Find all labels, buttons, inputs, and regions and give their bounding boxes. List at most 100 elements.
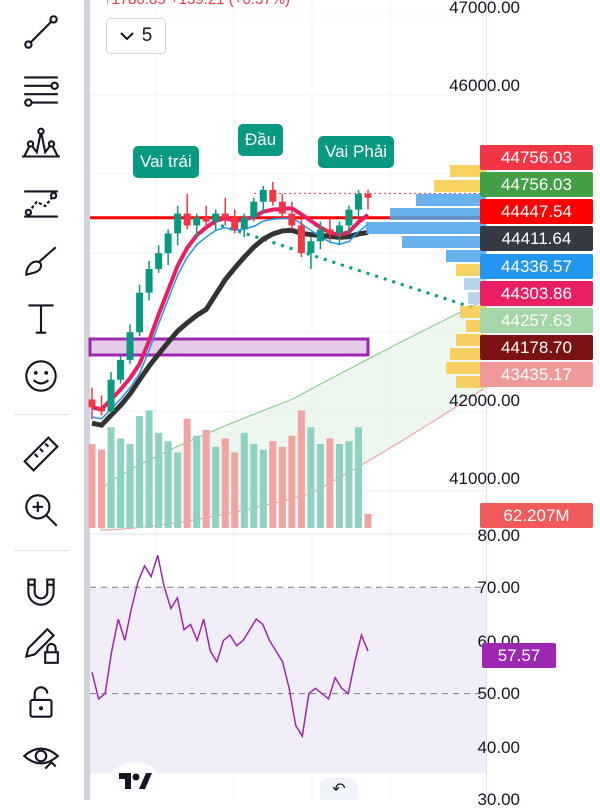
candle-body [269, 189, 277, 202]
candle-body [126, 332, 134, 360]
cloud-span-a [99, 300, 484, 491]
volume-profile-bar [460, 306, 486, 318]
fib-lines-icon [24, 76, 59, 107]
fib-retracement-tool[interactable] [18, 68, 64, 112]
magnet-icon [27, 578, 55, 606]
volume-profile-bar [446, 250, 486, 262]
reset-view-button[interactable]: ↶ [320, 778, 358, 800]
volume-profile-bar [450, 348, 486, 360]
chevron-down-icon [119, 25, 134, 47]
candle-body [326, 229, 334, 234]
price-label-high: 44756.03 [480, 145, 593, 170]
lock-drawing-tool[interactable] [18, 624, 64, 668]
candle-body [136, 292, 144, 333]
brush-tool[interactable] [18, 240, 64, 284]
price-axis-border [486, 0, 487, 800]
volume-profile-bar [390, 208, 486, 220]
ma-fast-line [91, 206, 370, 412]
volume-bar [145, 410, 153, 528]
volume-bar [335, 444, 343, 528]
price-label-cloud-green: 44257.63 [480, 308, 593, 333]
volume-bar [231, 452, 239, 528]
volume-bar [88, 444, 96, 528]
volume-bar [250, 444, 258, 528]
chart-canvas[interactable] [84, 0, 600, 800]
candle-body [316, 229, 324, 242]
candle-body [364, 193, 372, 198]
price-label-cloud-red: 43435.17 [480, 362, 593, 387]
price-tick-47000: 47000.00 [449, 0, 520, 17]
price-tick-46000: 46000.00 [449, 76, 520, 95]
volume-profile-bar [456, 334, 486, 346]
visibility-tool[interactable] [18, 734, 64, 778]
candle-body [212, 213, 220, 222]
rsi-tick-40: 40.00 [477, 738, 520, 757]
candle-body [98, 407, 106, 412]
rsi-band-background [90, 587, 486, 774]
left-shoulder-label[interactable]: Vai trái [133, 146, 199, 178]
candle-body [288, 213, 296, 226]
neckline-dotted [203, 218, 475, 310]
pane-left-edge [84, 0, 90, 800]
volume-profile-bar [450, 165, 486, 177]
candle-body [259, 189, 267, 202]
candle-body [183, 213, 191, 226]
volume-bar [193, 435, 201, 528]
unlock-icon [29, 686, 53, 718]
volume-bar [240, 432, 248, 528]
candle-body [250, 201, 258, 218]
candle-body [202, 217, 210, 222]
zoom-in-icon [25, 494, 58, 527]
icon-tool[interactable] [18, 354, 64, 398]
candle-body [155, 253, 163, 269]
price-label-ma-black: 44411.64 [480, 226, 593, 251]
volume-bar [326, 438, 334, 528]
volume-profile-bar [434, 180, 486, 192]
volume-bar [364, 514, 372, 528]
candle-body [164, 233, 172, 254]
lock-all-tool[interactable] [18, 680, 64, 724]
candle-body [221, 213, 229, 218]
candle-body [335, 225, 343, 234]
price-label-resistance: 44447.54 [480, 199, 593, 224]
trend-line-tool[interactable] [18, 10, 64, 54]
volume-bar [316, 444, 324, 528]
tradingview-logo[interactable] [110, 762, 160, 800]
zoom-tool[interactable] [18, 488, 64, 532]
prediction-tool[interactable] [18, 182, 64, 226]
trend-line-icon [24, 15, 58, 49]
candle-body [88, 399, 96, 408]
measure-tool[interactable] [18, 432, 64, 476]
volume-profile-bar [446, 362, 486, 374]
candle-body [174, 213, 182, 234]
pattern-tool[interactable] [18, 124, 64, 168]
brush-icon [25, 246, 57, 276]
candle-body [145, 268, 153, 293]
volume-bar [269, 441, 277, 528]
chart-area[interactable] [84, 0, 600, 800]
eye-icon [22, 747, 60, 770]
volume-bar [155, 432, 163, 528]
volume-bar [126, 444, 134, 528]
ruler-icon [23, 436, 59, 472]
volume-bar [221, 438, 229, 528]
volume-bar [136, 416, 144, 528]
candle-body [307, 241, 315, 254]
volume-bar [117, 438, 125, 528]
interval-value: 5 [141, 25, 153, 46]
magnet-tool[interactable] [18, 568, 64, 612]
rsi-tick-80: 80.00 [477, 526, 520, 545]
interval-dropdown-button[interactable]: 5 [106, 18, 166, 54]
tradingview-logo-icon [119, 773, 152, 789]
volume-profile-bar [416, 194, 486, 206]
volume-bar [183, 418, 191, 528]
volume-bar [297, 410, 305, 528]
volume-profile-bar [456, 264, 486, 276]
right-shoulder-label[interactable]: Vai Phải [318, 136, 395, 168]
rsi-value-label: 57.57 [482, 643, 556, 668]
text-tool[interactable] [18, 296, 64, 340]
head-label[interactable]: Đầu [238, 124, 284, 156]
volume-bar [288, 435, 296, 528]
candle-body [193, 217, 201, 226]
volume-bar [345, 441, 353, 528]
